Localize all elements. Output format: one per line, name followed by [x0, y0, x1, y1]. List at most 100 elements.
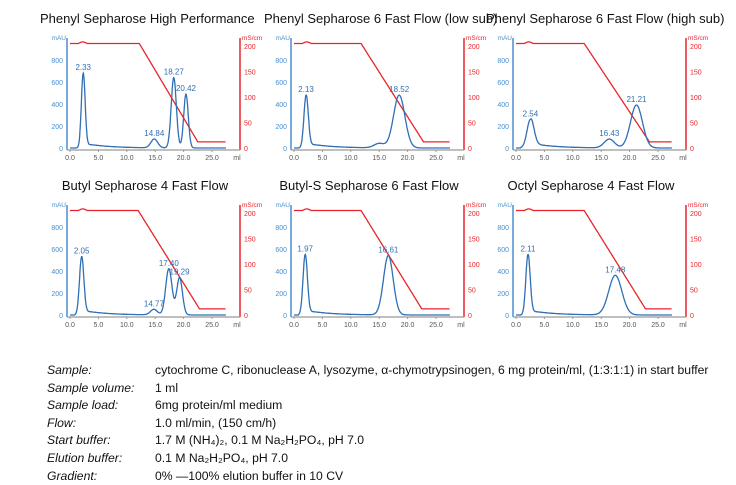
peak-label: 16.43: [599, 129, 620, 138]
absorbance-line: [294, 94, 450, 149]
y2-axis-label: mS/cm: [242, 202, 262, 209]
y-tick-label: 600: [497, 247, 509, 254]
x-tick-label: 25.0: [205, 322, 219, 329]
y2-tick-label: 0: [468, 146, 472, 153]
condition-label: Gradient:: [47, 468, 98, 483]
y-tick-label: 600: [51, 80, 63, 87]
peak-label: 17.40: [159, 259, 180, 268]
peak-label: 17.48: [605, 265, 626, 274]
y2-axis-label: mS/cm: [466, 35, 486, 42]
x-tick-label: 10.0: [120, 322, 134, 329]
x-tick-label: 15.0: [594, 155, 608, 162]
x-tick-label: 25.0: [429, 155, 443, 162]
conductivity-line: [294, 208, 450, 310]
y2-tick-label: 100: [468, 95, 480, 102]
y-tick-label: 200: [51, 291, 63, 298]
x-tick-label: 20.0: [401, 155, 415, 162]
peak-label: 19.29: [170, 268, 191, 277]
y2-tick-label: 150: [468, 70, 480, 77]
x-tick-label: 15.0: [148, 155, 162, 162]
condition-label: Elution buffer:: [47, 450, 123, 465]
chart-title: Butyl Sepharose 4 Fast Flow: [61, 178, 229, 193]
y2-tick-label: 200: [244, 211, 256, 218]
condition-value: 0% —100% elution buffer in 10 CV: [155, 468, 344, 483]
absorbance-line: [516, 253, 672, 316]
y2-tick-label: 50: [244, 288, 252, 295]
x-axis-label: ml: [457, 322, 465, 329]
x-tick-label: 10.0: [566, 322, 580, 329]
x-tick-label: 15.0: [594, 322, 608, 329]
y2-tick-label: 200: [690, 44, 702, 51]
y-tick-label: 800: [51, 58, 63, 65]
peak-label: 2.13: [298, 85, 314, 94]
y2-tick-label: 200: [468, 211, 480, 218]
y-tick-label: 200: [275, 291, 287, 298]
chart-title: Phenyl Sepharose 6 Fast Flow (high sub): [486, 11, 725, 26]
x-tick-label: 20.0: [623, 322, 637, 329]
peak-label: 2.54: [523, 109, 539, 118]
y-tick-label: 400: [497, 269, 509, 276]
y-tick-label: 800: [497, 225, 509, 232]
condition-value: 1.0 ml/min, (150 cm/h): [155, 415, 277, 430]
y2-tick-label: 100: [690, 95, 702, 102]
peak-label: 14.84: [144, 129, 165, 138]
peak-label: 14.77: [144, 300, 165, 309]
x-tick-label: 15.0: [148, 322, 162, 329]
x-tick-label: 10.0: [344, 155, 358, 162]
y2-tick-label: 50: [690, 121, 698, 128]
x-tick-label: 20.0: [401, 322, 415, 329]
x-tick-label: 5.0: [318, 322, 328, 329]
x-tick-label: 20.0: [177, 155, 191, 162]
x-tick-label: 0.0: [511, 322, 521, 329]
x-tick-label: 25.0: [429, 322, 443, 329]
condition-value: cytochrome C, ribonuclease A, lysozyme, …: [155, 363, 709, 377]
x-tick-label: 0.0: [289, 322, 299, 329]
y-tick-label: 600: [275, 80, 287, 87]
chart-title: Butyl-S Sepharose 6 Fast Flow: [279, 178, 459, 193]
y-tick-label: 400: [51, 269, 63, 276]
y2-tick-label: 200: [244, 44, 256, 51]
condition-label: Sample load:: [47, 398, 119, 413]
x-tick-label: 0.0: [289, 155, 299, 162]
x-axis-label: ml: [233, 322, 241, 329]
x-tick-label: 10.0: [120, 155, 134, 162]
peak-label: 21.21: [626, 95, 647, 104]
chart-title: Octyl Sepharose 4 Fast Flow: [507, 178, 675, 193]
conductivity-line: [294, 41, 450, 143]
x-tick-label: 5.0: [540, 322, 550, 329]
y2-tick-label: 150: [690, 237, 702, 244]
y-tick-label: 200: [497, 291, 509, 298]
y-tick-label: 200: [275, 124, 287, 131]
condition-label: Sample:: [47, 363, 92, 377]
y-tick-label: 200: [51, 124, 63, 131]
conductivity-line: [516, 41, 672, 143]
y-axis-label: mAU: [52, 35, 67, 42]
x-tick-label: 20.0: [177, 322, 191, 329]
y2-tick-label: 0: [690, 146, 694, 153]
x-axis-label: ml: [679, 155, 687, 162]
y2-tick-label: 200: [690, 211, 702, 218]
conductivity-line: [516, 208, 672, 310]
peak-label: 1.97: [297, 245, 313, 254]
x-tick-label: 15.0: [372, 155, 386, 162]
peak-label: 2.05: [74, 247, 90, 256]
x-tick-label: 25.0: [651, 155, 665, 162]
y-tick-label: 400: [51, 102, 63, 109]
y2-tick-label: 150: [468, 237, 480, 244]
absorbance-line: [70, 71, 226, 149]
y-tick-label: 600: [51, 247, 63, 254]
y2-tick-label: 150: [690, 70, 702, 77]
condition-value: 1 ml: [155, 380, 179, 395]
y2-tick-label: 0: [244, 313, 248, 320]
x-tick-label: 25.0: [205, 155, 219, 162]
peak-label: 2.11: [520, 245, 536, 254]
y2-tick-label: 50: [244, 121, 252, 128]
condition-value: 6mg protein/ml medium: [155, 398, 283, 413]
peak-label: 20.42: [176, 84, 197, 93]
y-tick-label: 0: [59, 146, 63, 153]
chromatogram-panel: Phenyl Sepharose 6 Fast Flow (low sub) mA…: [224, 0, 497, 167]
